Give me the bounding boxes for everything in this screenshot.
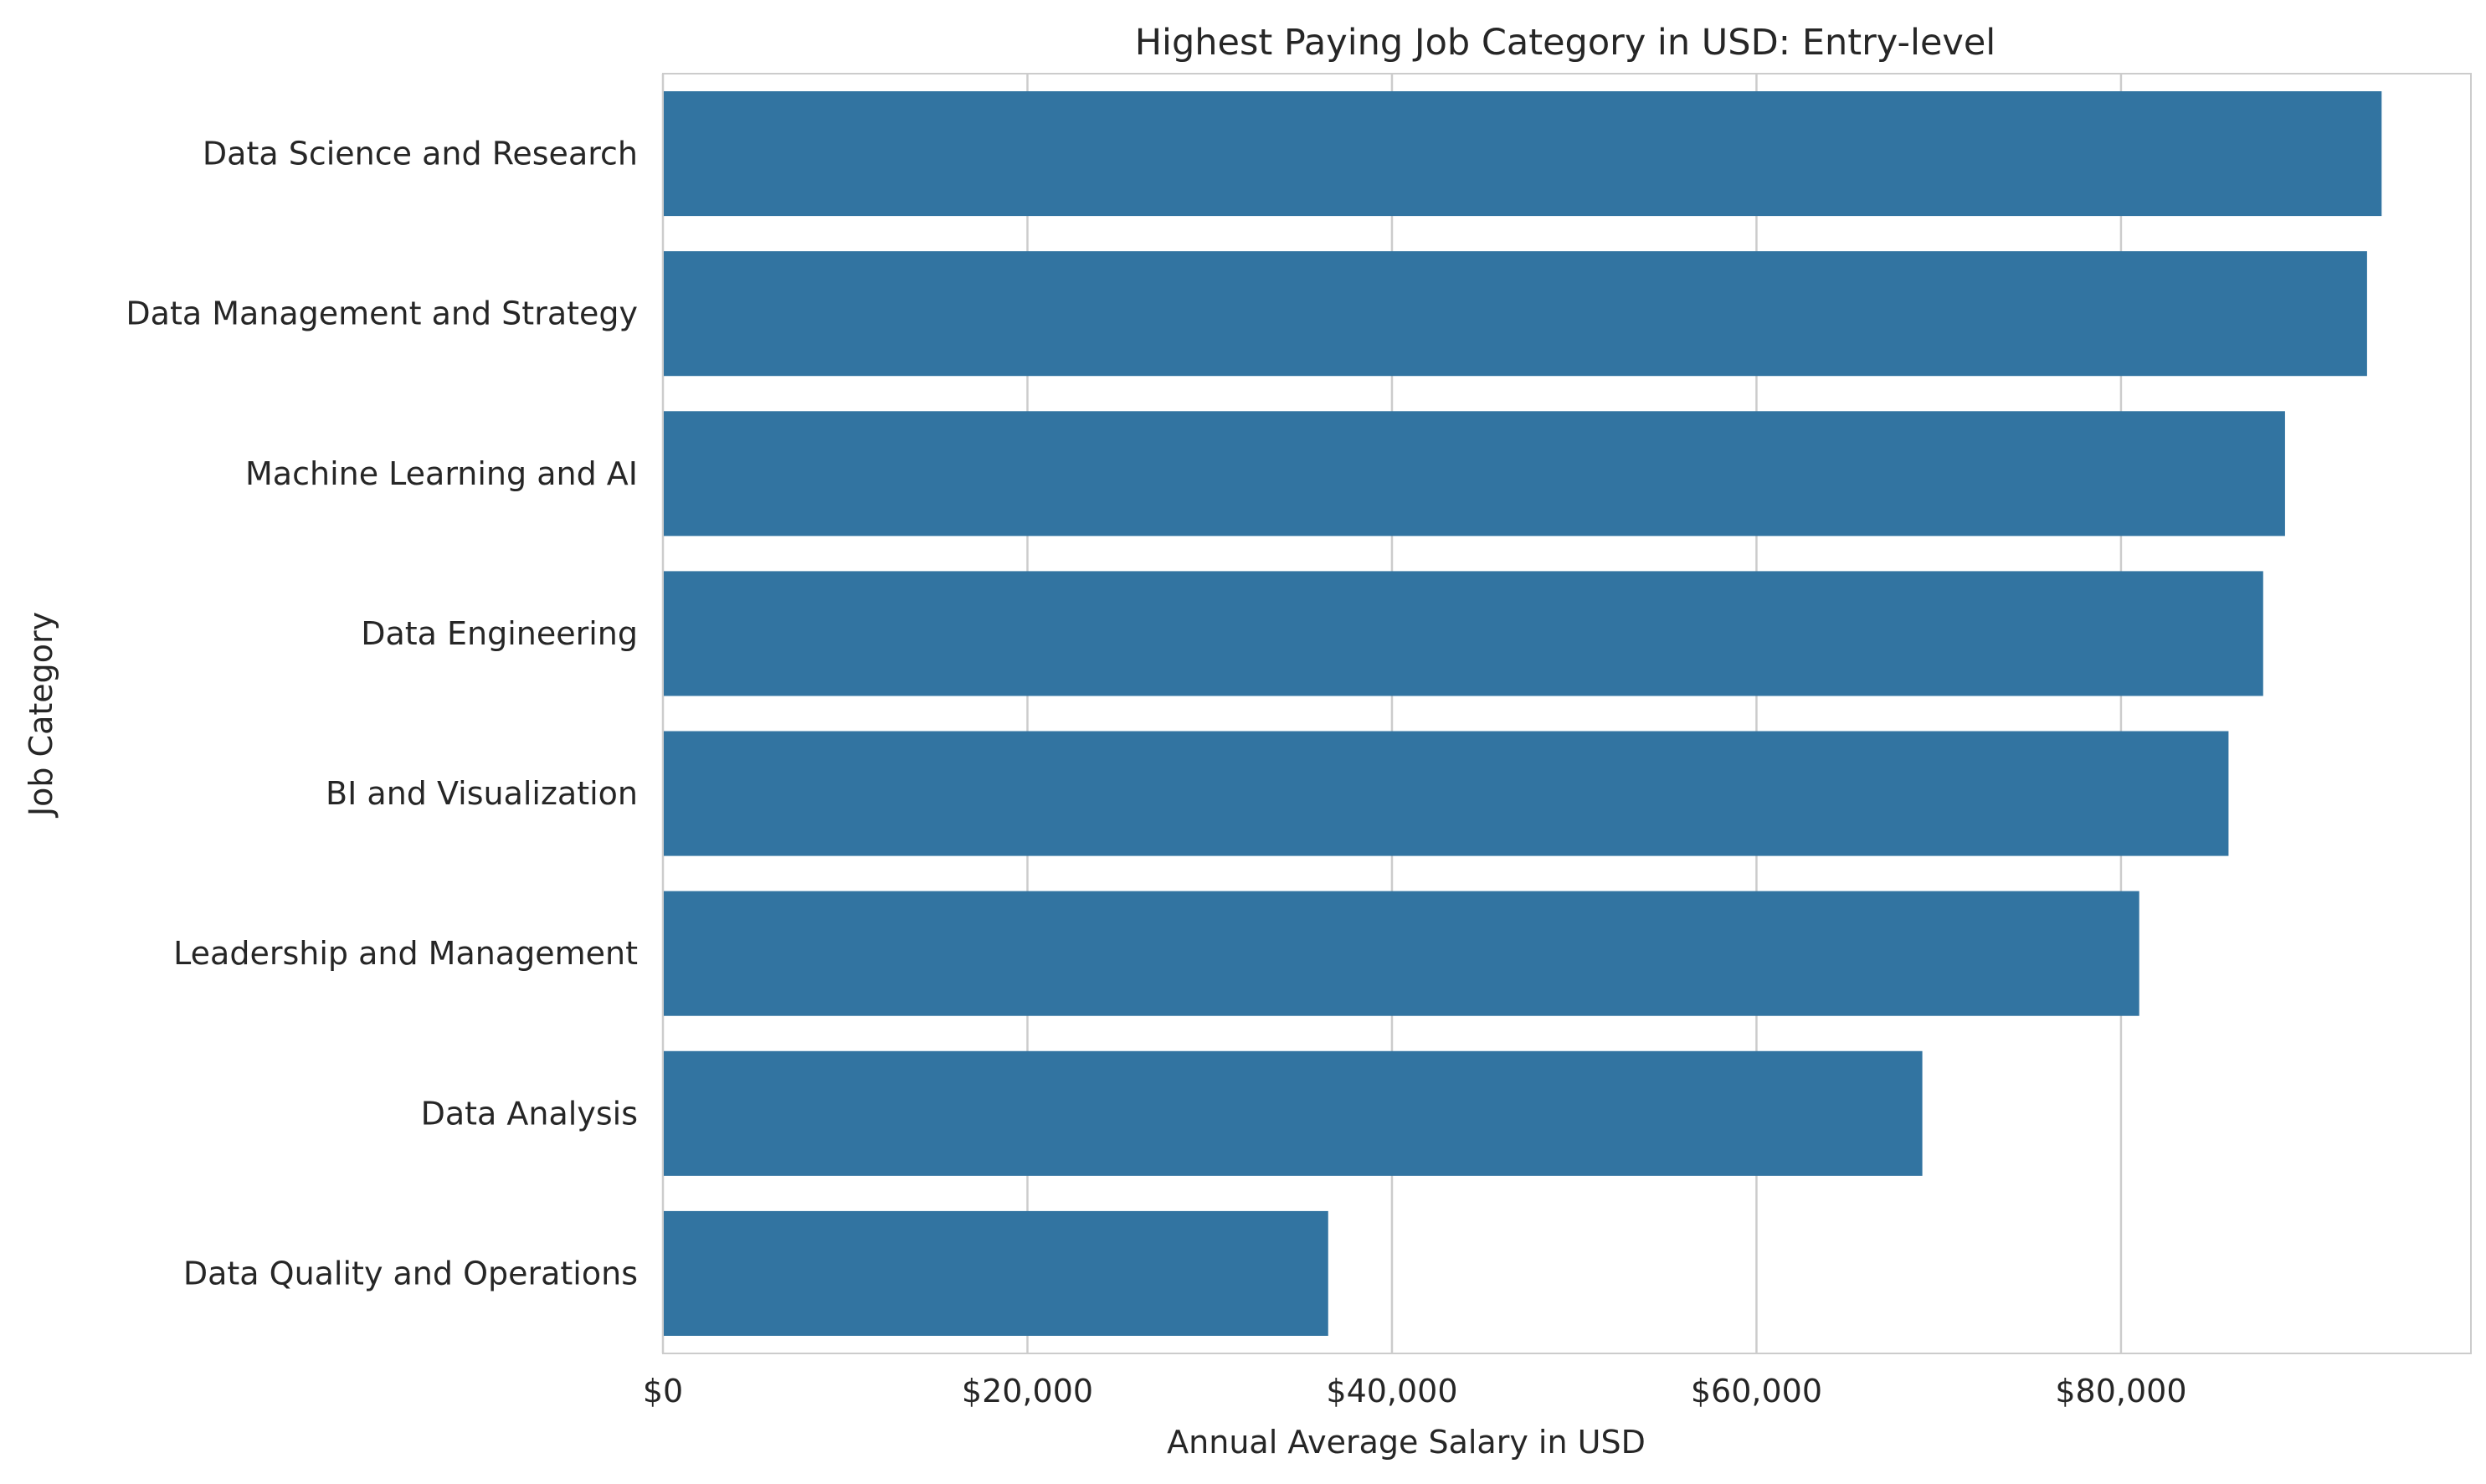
bar [663,1210,1328,1336]
bar [663,571,2263,696]
bars [663,91,2382,1336]
x-tick-label: $20,000 [962,1373,1093,1410]
x-tick-label: $0 [643,1373,683,1410]
y-tick-label: Leadership and Management [173,935,638,972]
bar [663,91,2382,217]
bar [663,1050,1923,1176]
y-tick-label: Data Engineering [361,615,638,652]
x-tick-labels: $0 $20,000 $40,000 $60,000 $80,000 [643,1373,2187,1410]
y-tick-labels: Data Science and Research Data Management… [126,136,638,1292]
bar [663,731,2229,856]
y-axis-label: Job Category [23,612,59,818]
bar [663,251,2367,377]
x-axis-label: Annual Average Salary in USD [1167,1424,1646,1461]
y-tick-label: Data Quality and Operations [183,1255,638,1291]
chart-title: Highest Paying Job Category in USD: Entr… [1135,22,1996,64]
bar [663,411,2285,537]
x-tick-label: $40,000 [1326,1373,1457,1410]
y-tick-label: Data Science and Research [203,136,638,172]
bar [663,891,2139,1016]
y-tick-label: Data Analysis [421,1095,638,1132]
y-tick-label: BI and Visualization [326,775,638,812]
x-tick-label: $60,000 [1691,1373,1822,1410]
y-tick-label: Machine Learning and AI [245,455,638,492]
plot-frame [662,73,2472,1354]
x-tick-label: $80,000 [2055,1373,2186,1410]
y-tick-label: Data Management and Strategy [126,295,638,332]
